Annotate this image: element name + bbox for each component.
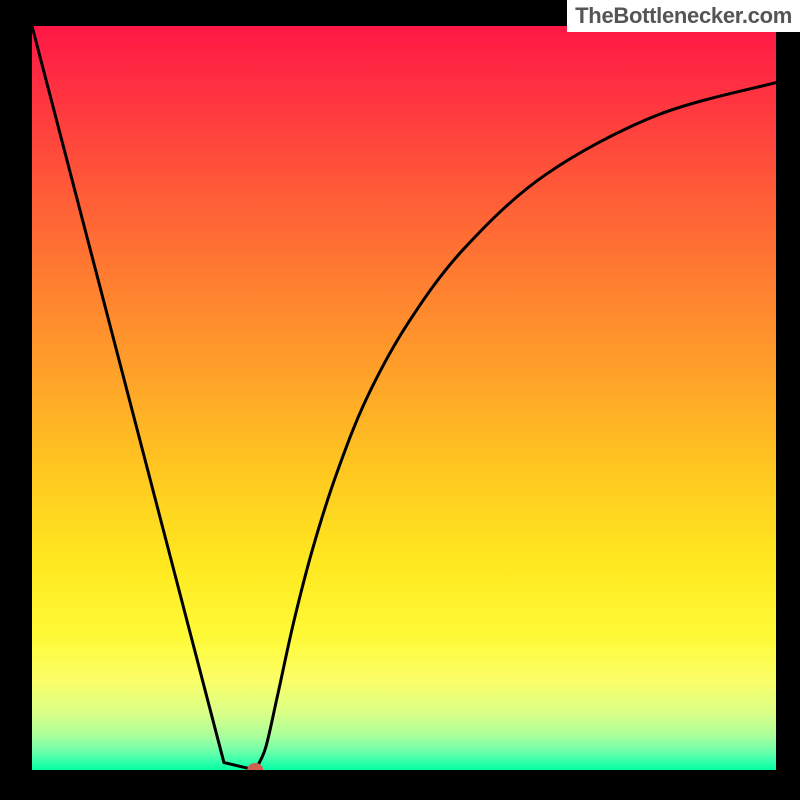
chart-container: TheBottlenecker.com — [0, 0, 800, 800]
gradient-background — [32, 26, 776, 770]
chart-svg — [32, 26, 776, 770]
attribution-label: TheBottlenecker.com — [567, 0, 800, 32]
